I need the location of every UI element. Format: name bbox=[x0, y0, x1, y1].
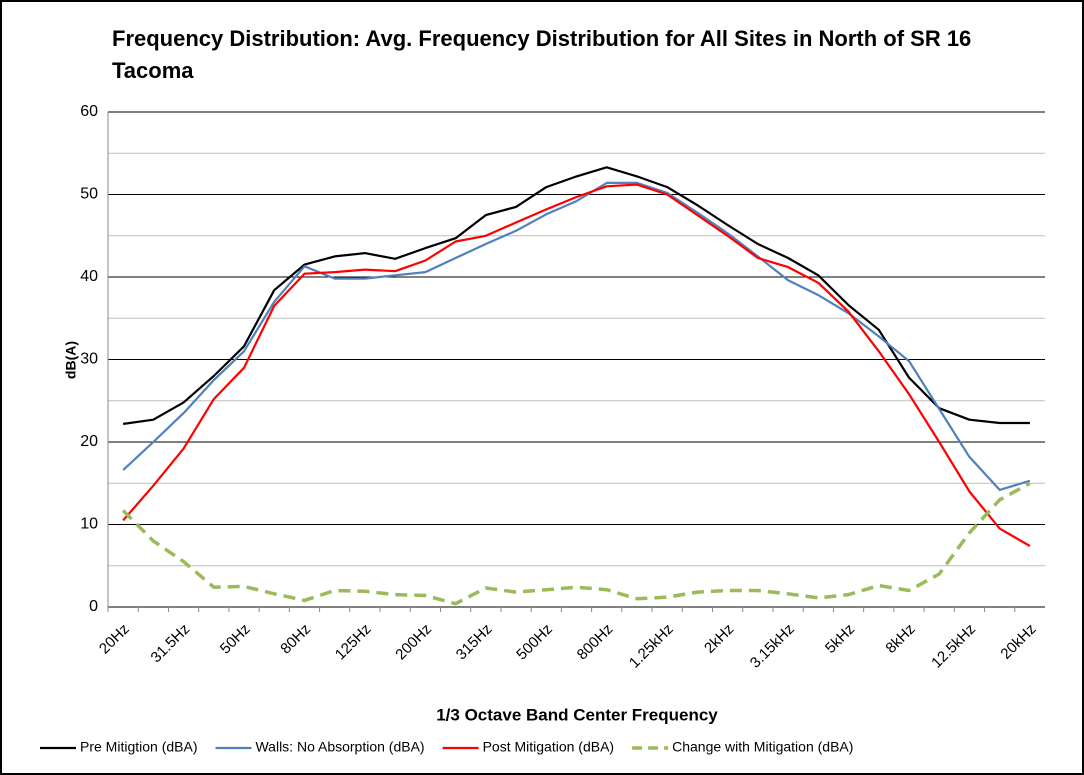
series-line bbox=[122, 166, 1030, 425]
chart-title: Frequency Distribution: Avg. Frequency D… bbox=[112, 26, 971, 83]
y-axis-title: dB(A) bbox=[63, 341, 79, 379]
x-axis-title: 1/3 Octave Band Center Frequency bbox=[436, 705, 718, 724]
legend-label: Walls: No Absorption (dBA) bbox=[255, 739, 424, 755]
series-line bbox=[122, 183, 1031, 547]
y-tick-label: 10 bbox=[80, 516, 98, 533]
y-tick-label: 30 bbox=[80, 351, 98, 368]
series-line bbox=[122, 181, 1031, 491]
y-tick-label: 50 bbox=[80, 186, 98, 203]
y-tick-label: 0 bbox=[89, 598, 98, 615]
y-tick-label: 20 bbox=[80, 433, 98, 450]
legend-label: Post Mitigation (dBA) bbox=[483, 739, 615, 755]
y-tick-label: 40 bbox=[80, 268, 98, 285]
y-tick-label: 60 bbox=[80, 103, 98, 120]
legend-label: Pre Mitigtion (dBA) bbox=[80, 739, 197, 755]
series-line bbox=[121, 481, 1031, 606]
legend-label: Change with Mitigation (dBA) bbox=[672, 739, 853, 755]
